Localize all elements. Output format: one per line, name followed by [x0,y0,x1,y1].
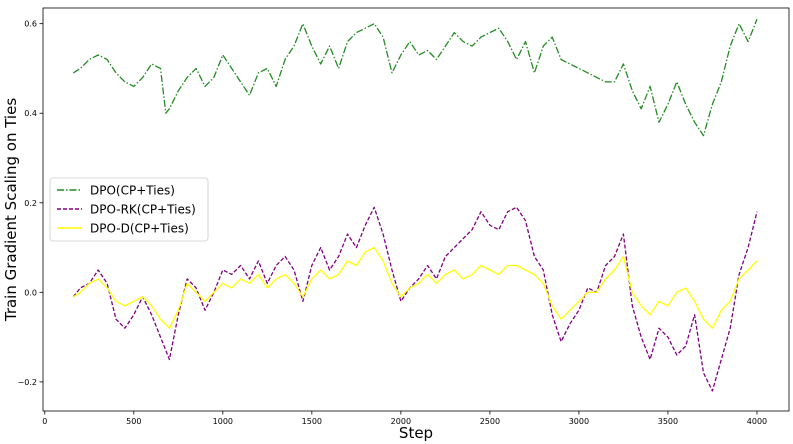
x-tick-label: 1000 [213,417,233,426]
x-tick-label: 1500 [302,417,322,426]
x-axis-ticks: 0 500 1000 1500 2000 2500 3000 3500 4000 [42,411,767,426]
legend-box [49,177,209,242]
y-axis-title: Train Gradient Scaling on Ties [2,98,20,322]
y-axis-ticks: −0.2 0.0 0.2 0.4 0.6 [18,20,43,387]
y-tick-label: 0.4 [24,109,37,118]
series-layer [72,18,758,392]
legend-label: DPO-RK(CP+Ties) [90,203,196,217]
x-tick-label: 4000 [747,417,767,426]
x-tick-label: 2000 [391,417,411,426]
y-tick-label: 0.2 [24,199,37,208]
series-line-3 [72,246,758,329]
x-tick-label: 2500 [480,417,500,426]
series-line-2 [72,206,758,392]
plot-frame [42,7,790,412]
x-axis-title: Step [399,424,433,442]
legend-label: DPO(CP+Ties) [90,184,175,198]
legend: DPO(CP+Ties) DPO-RK(CP+Ties) DPO-D(CP+Ties… [49,177,209,242]
x-tick-label: 3500 [658,417,678,426]
y-tick-label: 0.0 [24,288,37,297]
x-tick-label: 0 [42,417,47,426]
legend-label: DPO-D(CP+Ties) [90,222,189,236]
y-tick-label: 0.6 [24,20,37,29]
series-line-1 [72,18,758,137]
y-tick-label: −0.2 [18,378,37,387]
x-tick-label: 3000 [569,417,589,426]
x-tick-label: 500 [126,417,141,426]
